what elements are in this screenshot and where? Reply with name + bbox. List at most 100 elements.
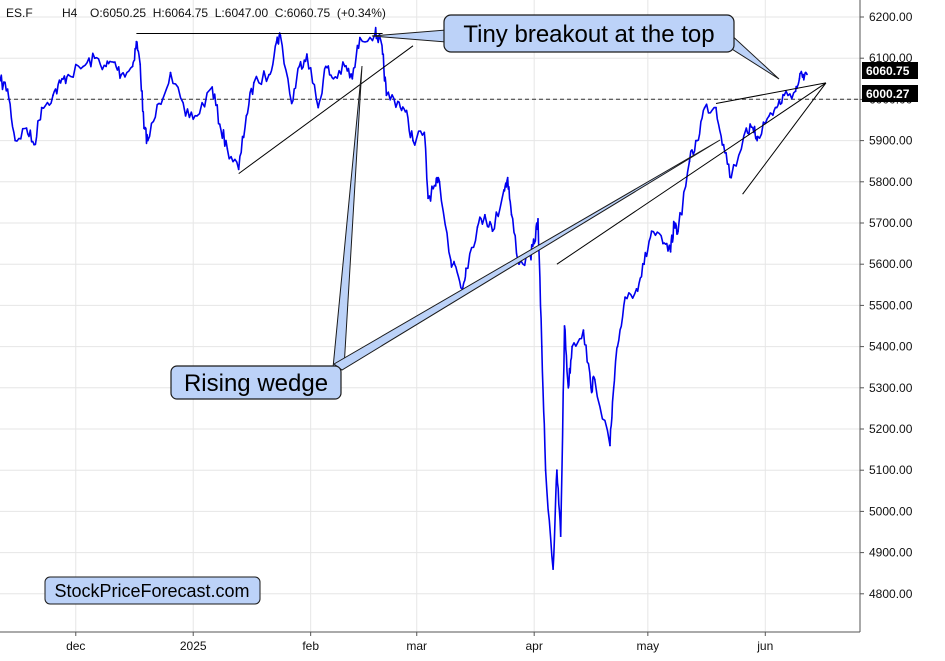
level-price-badge-text: 6000.27 xyxy=(866,87,910,101)
price-point xyxy=(643,263,645,266)
price-point xyxy=(359,36,361,39)
price-point xyxy=(768,115,770,117)
wedge-callout: Rising wedge xyxy=(170,365,342,400)
x-tick-label: may xyxy=(637,639,660,653)
price-point xyxy=(275,40,278,43)
price-point xyxy=(143,127,145,130)
y-tick-label: 4800.00 xyxy=(869,587,913,601)
price-point xyxy=(453,263,456,266)
price-point xyxy=(135,40,138,43)
price-point xyxy=(404,110,407,113)
trendline xyxy=(715,82,826,104)
price-point xyxy=(105,65,107,68)
x-axis-ticks: dec 2025 feb mar apr may jun xyxy=(66,632,773,653)
price-point xyxy=(669,250,672,253)
price-point xyxy=(196,115,198,117)
price-point xyxy=(438,180,441,183)
price-point xyxy=(343,65,346,68)
price-point xyxy=(506,176,509,179)
price-point xyxy=(722,143,725,146)
price-point xyxy=(427,197,429,200)
price-point xyxy=(624,296,626,299)
x-tick-label: apr xyxy=(526,639,543,653)
price-point xyxy=(25,127,28,130)
watermark: StockPriceForecast.com xyxy=(44,576,261,605)
price-point xyxy=(533,242,536,245)
price-point xyxy=(306,53,308,55)
header-symbol: ES.F xyxy=(6,6,33,20)
price-point xyxy=(120,73,123,76)
price-point xyxy=(544,469,547,472)
price-point xyxy=(59,82,62,84)
price-point xyxy=(571,345,573,348)
trendline xyxy=(742,82,827,195)
price-point xyxy=(783,94,786,97)
breakout-callout-box xyxy=(443,14,735,53)
price-point xyxy=(756,135,759,138)
price-point xyxy=(385,94,388,97)
price-point xyxy=(476,226,479,229)
y-tick-label: 5500.00 xyxy=(869,298,913,312)
price-point xyxy=(552,568,554,570)
price-point xyxy=(503,189,505,191)
price-point xyxy=(609,444,611,447)
price-point xyxy=(650,230,653,233)
price-point xyxy=(635,288,638,290)
price-point xyxy=(252,82,255,84)
price-point xyxy=(211,86,214,88)
price-point xyxy=(715,106,717,109)
price-point xyxy=(218,123,221,125)
price-point xyxy=(169,71,172,74)
last-price-badge-text: 6060.75 xyxy=(866,64,910,78)
price-point xyxy=(396,100,399,103)
x-tick-label: dec xyxy=(66,639,85,653)
x-tick-label: 2025 xyxy=(180,639,207,653)
price-point xyxy=(378,36,380,39)
price-point xyxy=(52,94,54,97)
price-point xyxy=(381,53,384,55)
price-point xyxy=(412,139,414,142)
y-axis-ticks: 6200.006100.006000.005900.005800.005700.… xyxy=(860,10,913,601)
price-point xyxy=(612,386,615,389)
watermark-text: StockPriceForecast.com xyxy=(54,581,249,601)
price-point xyxy=(82,65,85,68)
price-point xyxy=(245,115,248,117)
x-tick-label: jun xyxy=(756,639,773,653)
price-point xyxy=(590,386,592,389)
price-point xyxy=(567,386,570,389)
price-point xyxy=(662,242,664,245)
price-point xyxy=(112,61,115,64)
price-point xyxy=(33,143,35,146)
price-point xyxy=(703,106,706,109)
price-point xyxy=(616,345,619,348)
trendline xyxy=(238,45,414,175)
price-point xyxy=(146,139,149,142)
price-point xyxy=(806,73,808,76)
last-price-badge: 6060.75 xyxy=(862,62,918,79)
price-point xyxy=(677,230,679,233)
price-point xyxy=(696,139,698,142)
price-point xyxy=(449,259,452,261)
trendlines xyxy=(136,33,827,265)
price-point xyxy=(268,73,270,76)
price-point xyxy=(423,131,426,134)
price-point xyxy=(332,77,335,80)
price-point xyxy=(802,73,805,76)
y-tick-label: 5800.00 xyxy=(869,175,913,189)
y-tick-label: 5100.00 xyxy=(869,463,913,477)
price-point xyxy=(131,65,134,68)
price-point xyxy=(563,325,566,327)
watermark-box xyxy=(44,576,261,605)
y-tick-label: 6100.00 xyxy=(869,51,913,65)
price-point xyxy=(237,168,240,171)
price-point xyxy=(317,106,320,109)
wedge-callout-text: Rising wedge xyxy=(184,370,328,397)
price-point xyxy=(465,267,467,270)
price-point xyxy=(298,65,301,68)
y-tick-label: 6200.00 xyxy=(869,10,913,24)
price-point xyxy=(434,185,437,187)
price-point xyxy=(537,218,539,220)
axes xyxy=(0,0,861,633)
